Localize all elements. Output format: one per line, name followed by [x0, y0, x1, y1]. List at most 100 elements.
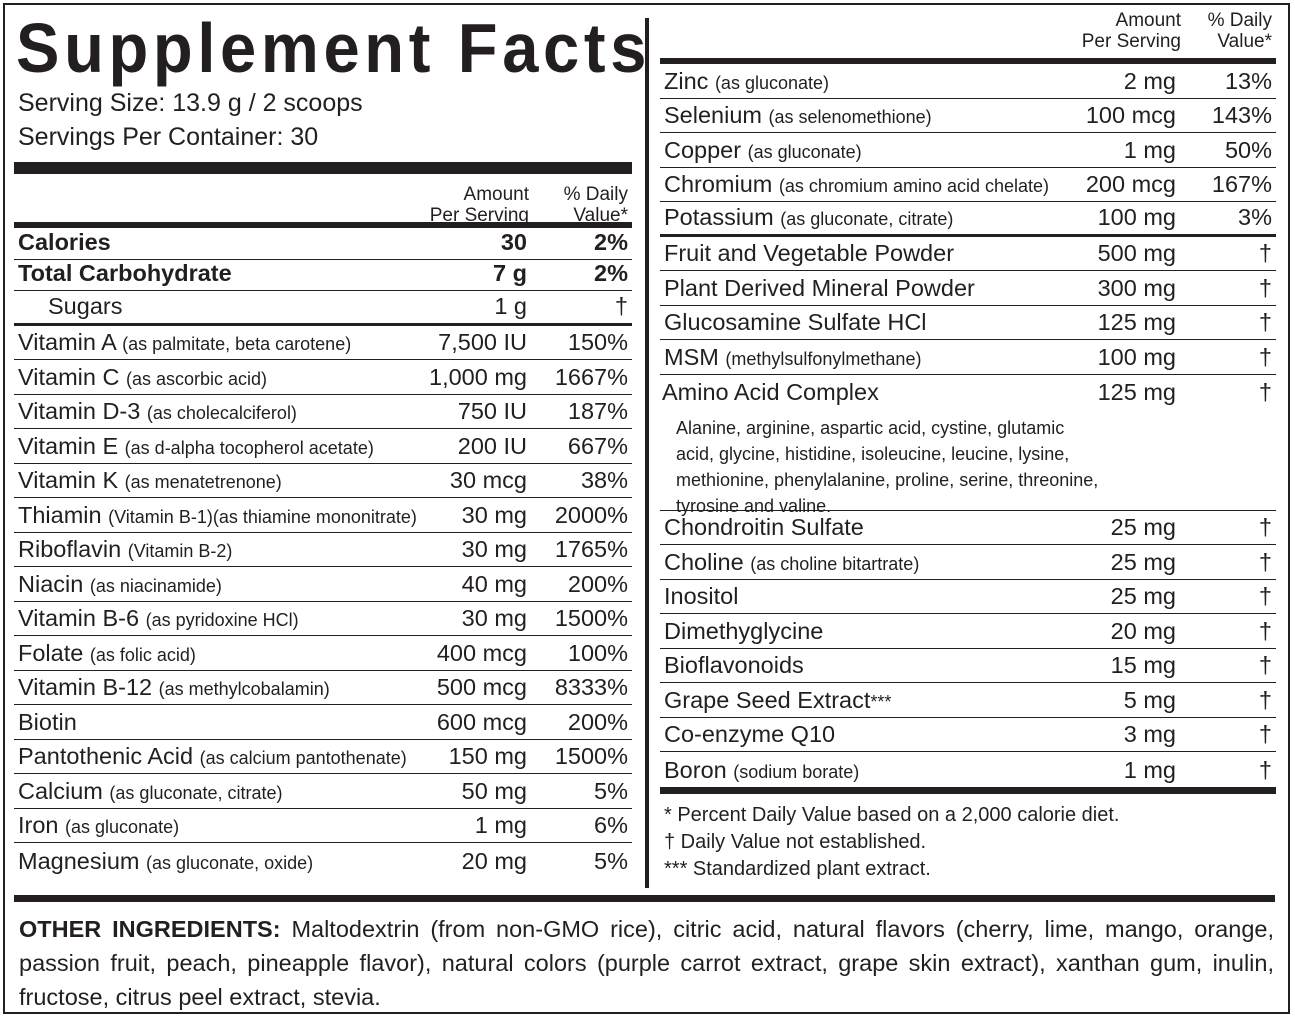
- nutrient-percent: 200%: [567, 570, 628, 597]
- other-ingredients: OTHER INGREDIENTS: Maltodextrin (from no…: [19, 912, 1274, 1014]
- nutrient-source-note: (as d-alpha tocopherol acetate): [124, 437, 374, 458]
- mineral-rows: Zinc (as gluconate) 2 mg 13% Selenium (as s…: [660, 64, 1276, 237]
- nutrient-percent: 1500%: [554, 605, 628, 631]
- nutrient-amount: 7 g: [493, 260, 527, 286]
- nutrient-amount: 100 mg: [1097, 203, 1176, 230]
- nutrient-label: Thiamin: [18, 501, 102, 528]
- nutrient-percent: †: [1258, 652, 1272, 678]
- nutrient-row: Co-enzyme Q10 3 mg †: [660, 718, 1276, 752]
- nutrient-percent: 2%: [594, 260, 628, 286]
- thick-divider: [14, 162, 632, 174]
- nutrient-label: Vitamin E: [18, 432, 119, 459]
- nutrient-name: Choline (as choline bitartrate): [664, 549, 919, 576]
- nutrient-row: Thiamin (Vitamin B-1)(as thiamine mononi…: [14, 498, 632, 533]
- nutrient-amount: 600 mcg: [436, 708, 527, 735]
- nutrient-name: Copper (as gluconate): [664, 137, 862, 164]
- bold-rows: Calories 30 2% Total Carbohydrate 7 g 2%: [14, 228, 632, 291]
- nutrient-name: Potassium (as gluconate, citrate): [664, 204, 953, 231]
- nutrient-label: Pantothenic Acid: [18, 743, 194, 769]
- nutrient-row: Zinc (as gluconate) 2 mg 13%: [660, 64, 1276, 99]
- nutrient-percent: 200%: [567, 708, 628, 735]
- nutrient-name: Niacin (as niacinamide): [18, 571, 222, 598]
- nutrient-label: Dimethyglycine: [664, 617, 824, 644]
- nutrient-amount: 1 mg: [474, 812, 527, 838]
- nutrient-amount: 750 IU: [457, 398, 527, 424]
- nutrient-amount: 7,500 IU: [438, 329, 527, 355]
- nutrient-row: Plant Derived Mineral Powder 300 mg †: [660, 271, 1276, 306]
- nutrient-name: Riboflavin (Vitamin B-2): [18, 536, 232, 563]
- other-ingredients-text: Maltodextrin (from non-GMO rice), citric…: [19, 916, 1274, 1010]
- nutrient-amount: 1 mg: [1123, 756, 1176, 783]
- nutrient-amount: 50 mg: [461, 777, 527, 804]
- nutrient-source-note: (as ascorbic acid): [125, 368, 268, 389]
- nutrient-amount: 200 IU: [457, 432, 527, 459]
- nutrient-name: Pantothenic Acid (as calcium pantothenat…: [18, 743, 407, 770]
- nutrient-percent: 2000%: [554, 501, 628, 528]
- nutrient-percent: 167%: [1211, 171, 1272, 197]
- nutrient-label: Iron: [18, 812, 59, 838]
- nutrient-name: Iron (as gluconate): [18, 812, 179, 839]
- nutrient-source-note: ***: [870, 691, 892, 712]
- nutrient-name: Vitamin C (as ascorbic acid): [18, 364, 267, 391]
- nutrient-percent: †: [1258, 378, 1272, 405]
- nutrient-percent: †: [1258, 617, 1272, 644]
- nutrient-source-note: (as menatetrenone): [124, 472, 282, 492]
- nutrient-percent: 187%: [567, 398, 628, 424]
- nutrient-amount: 1 g: [494, 292, 527, 319]
- nutrient-label: Total Carbohydrate: [18, 260, 232, 286]
- nutrient-label: Co-enzyme Q10: [664, 721, 836, 747]
- nutrient-name: Bioflavonoids: [664, 652, 804, 679]
- left-column: Supplement Facts Serving Size: 13.9 g / …: [14, 12, 646, 878]
- nutrient-source-note: (as pyridoxine HCl): [145, 610, 299, 630]
- nutrient-row: Fruit and Vegetable Powder 500 mg †: [660, 237, 1276, 271]
- footnote-divider: [660, 786, 1276, 794]
- nutrient-name: Thiamin (Vitamin B-1)(as thiamine mononi…: [18, 502, 417, 529]
- nutrient-row: Selenium (as selenomethione) 100 mcg 143%: [660, 99, 1276, 133]
- nutrient-amount: 125 mg: [1097, 378, 1176, 405]
- nutrient-percent: 8333%: [554, 674, 628, 700]
- nutrient-row: Grape Seed Extract*** 5 mg †: [660, 683, 1276, 718]
- nutrient-row: Potassium (as gluconate, citrate) 100 mg 3…: [660, 202, 1276, 237]
- nutrient-amount: 15 mg: [1110, 652, 1176, 678]
- nutrient-amount: 2 mg: [1123, 67, 1176, 94]
- column-header: Amount Per Serving % Daily Value*: [14, 174, 632, 226]
- nutrient-amount: 1 mg: [1123, 136, 1176, 163]
- nutrient-row: Niacin (as niacinamide) 40 mg 200%: [14, 567, 632, 602]
- nutrient-label: Vitamin A: [18, 329, 116, 355]
- nutrient-amount: 100 mcg: [1085, 102, 1176, 128]
- nutrient-percent: 38%: [580, 467, 628, 493]
- nutrient-row: Magnesium (as gluconate, oxide) 20 mg 5%: [14, 843, 632, 878]
- nutrient-row: Vitamin B-6 (as pyridoxine HCl) 30 mg 1500…: [14, 602, 632, 636]
- nutrient-label: Calcium: [18, 777, 103, 804]
- nutrient-percent: 1500%: [554, 743, 628, 769]
- label-frame: [3, 3, 1290, 1014]
- nutrient-name: Plant Derived Mineral Powder: [664, 275, 975, 302]
- nutrient-amount: 400 mcg: [436, 639, 527, 666]
- nutrient-name: Inositol: [664, 583, 738, 610]
- nutrient-label: Calories: [18, 228, 111, 255]
- nutrient-name: Vitamin B-12 (as methylcobalamin): [18, 674, 330, 701]
- nutrient-percent: 50%: [1224, 136, 1272, 163]
- sugars-row: Sugars 1 g †: [14, 291, 632, 326]
- nutrient-label: Niacin: [18, 570, 84, 597]
- nutrient-amount: 30 mg: [461, 501, 527, 528]
- nutrient-source-note: (as niacinamide): [89, 575, 222, 596]
- nutrient-label: Vitamin K: [18, 467, 119, 493]
- nutrient-percent: 5%: [594, 777, 628, 804]
- nutrient-percent: †: [1258, 721, 1272, 747]
- nutrient-row: Vitamin A (as palmitate, beta carotene) 7…: [14, 326, 632, 360]
- nutrient-name: Vitamin K (as menatetrenone): [18, 467, 282, 494]
- nutrient-percent: †: [1258, 686, 1272, 713]
- footnote: *** Standardized plant extract.: [664, 857, 931, 880]
- nutrient-label: Choline: [664, 548, 744, 575]
- nutrient-amount: 25 mg: [1110, 583, 1176, 609]
- nutrient-name: Grape Seed Extract***: [664, 687, 891, 714]
- nutrient-label: Grape Seed Extract: [664, 686, 871, 713]
- nutrient-label: Fruit and Vegetable Powder: [664, 240, 955, 266]
- nutrient-source-note: (as gluconate, oxide): [146, 852, 314, 873]
- nutrient-name: Calcium (as gluconate, citrate): [18, 778, 283, 805]
- nutrient-amount: 300 mg: [1097, 274, 1176, 301]
- nutrient-name: Selenium (as selenomethione): [664, 102, 932, 129]
- nutrient-source-note: (sodium borate): [733, 761, 860, 782]
- nutrient-source-note: (as gluconate, citrate): [109, 782, 283, 803]
